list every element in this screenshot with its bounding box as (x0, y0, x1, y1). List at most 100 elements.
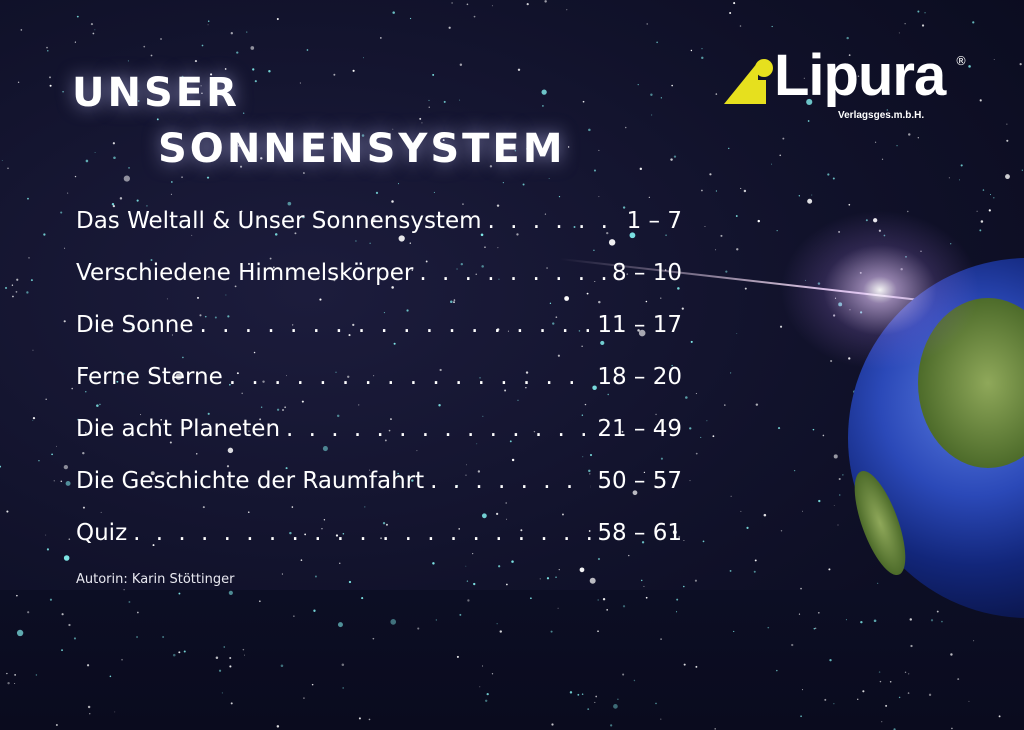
continent (854, 470, 906, 576)
star (529, 597, 532, 600)
star (61, 649, 63, 652)
star (672, 530, 677, 535)
star (26, 291, 29, 294)
star (450, 300, 453, 304)
star (16, 629, 24, 637)
star (811, 194, 813, 196)
dot-leader (286, 416, 591, 442)
star (12, 295, 14, 298)
star (218, 669, 222, 672)
star (496, 623, 498, 625)
toc-entry: Verschiedene Himmelskörper 8 – 10 (76, 260, 682, 312)
star (1005, 174, 1010, 180)
star (690, 49, 693, 52)
star (448, 26, 451, 29)
star (803, 77, 805, 79)
star (600, 340, 605, 346)
star (632, 490, 638, 496)
star (92, 32, 95, 35)
star (175, 373, 183, 380)
star (368, 718, 371, 721)
star (479, 686, 481, 688)
star (391, 286, 394, 289)
star (896, 145, 898, 147)
star (288, 215, 291, 218)
star (771, 163, 773, 165)
star (229, 657, 232, 660)
star (839, 494, 841, 496)
star (172, 653, 176, 657)
star (432, 562, 435, 565)
star (110, 325, 113, 328)
star (802, 510, 804, 512)
star (47, 50, 49, 52)
star (49, 76, 51, 79)
star (730, 372, 732, 374)
star (491, 5, 493, 7)
dot-leader (419, 260, 606, 286)
star (655, 413, 657, 416)
star (676, 598, 679, 601)
star (140, 414, 142, 416)
star (744, 287, 747, 290)
star (84, 431, 87, 434)
star (1019, 63, 1022, 66)
star (660, 297, 662, 299)
star (558, 568, 560, 571)
star (972, 21, 975, 24)
star (886, 109, 888, 111)
toc-label: Die Sonne (76, 312, 194, 338)
dot-leader (229, 364, 592, 390)
star (827, 173, 830, 176)
star (299, 82, 301, 84)
star (660, 638, 662, 641)
star (435, 619, 438, 621)
star (908, 673, 910, 675)
star (379, 37, 382, 39)
star (936, 610, 939, 613)
star (210, 73, 213, 76)
star (111, 202, 115, 206)
star (989, 194, 991, 196)
star (1021, 169, 1023, 171)
star (409, 242, 411, 244)
star (622, 605, 626, 608)
star (862, 690, 865, 693)
star (473, 15, 476, 18)
dot-leader (430, 468, 591, 494)
star (182, 356, 184, 359)
toc-entry: Das Weltall & Unser Sonnensystem 1 – 7 (76, 208, 682, 260)
star (363, 57, 364, 59)
star (886, 78, 888, 80)
star (514, 150, 517, 152)
star (505, 502, 507, 504)
star (136, 199, 139, 202)
star (848, 203, 851, 206)
star (660, 718, 662, 720)
star (201, 44, 204, 47)
star (322, 446, 328, 452)
toc-pages: 11 – 17 (597, 312, 682, 338)
star (517, 68, 521, 71)
star (166, 472, 170, 475)
star (683, 663, 686, 666)
title-line-1: UNSER (72, 70, 240, 116)
star (689, 427, 692, 430)
star (780, 530, 783, 532)
star (67, 192, 69, 194)
star (49, 598, 53, 601)
star (442, 139, 445, 142)
star (724, 404, 726, 406)
star (240, 210, 243, 213)
star (459, 63, 463, 66)
star (137, 100, 140, 102)
star (640, 579, 643, 582)
star (879, 680, 882, 683)
star (950, 653, 953, 656)
star (979, 99, 982, 102)
star (227, 447, 234, 454)
star (544, 0, 547, 3)
star (280, 664, 284, 668)
star (685, 396, 688, 399)
star (293, 615, 295, 617)
